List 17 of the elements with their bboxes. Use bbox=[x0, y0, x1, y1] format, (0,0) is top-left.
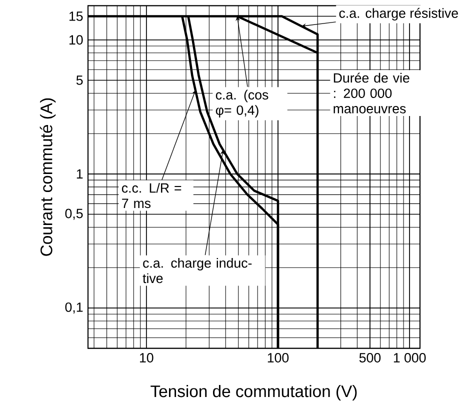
y-tick-label: 0,5 bbox=[65, 208, 83, 220]
x-axis-title: Tension de commutation (V) bbox=[150, 384, 357, 401]
annotation: Durée de vie : 200 000 manoeuvres bbox=[334, 72, 410, 114]
x-tick-label: 100 bbox=[268, 353, 289, 362]
text: c.c. L/R = 7 ms bbox=[122, 182, 182, 208]
series-label: c.a. charge induc-tive bbox=[142, 258, 252, 284]
x-tick-label: 500 bbox=[359, 353, 381, 362]
series-label: c.a. charge résistive bbox=[339, 8, 458, 21]
y-tick-label: 5 bbox=[76, 76, 83, 85]
x-tick-label: 10 bbox=[140, 353, 154, 362]
x-tick-label: 1 000 bbox=[394, 353, 426, 362]
legend-label: c.a. (cos φ= 0,4) bbox=[216, 90, 268, 118]
y-tick-label: 15 bbox=[69, 12, 83, 21]
y-tick-label: 1 bbox=[76, 169, 83, 179]
y-axis-title: Courant commuté (A) bbox=[40, 98, 56, 256]
y-tick-label: 0,1 bbox=[65, 302, 83, 314]
y-tick-label: 10 bbox=[69, 35, 83, 45]
